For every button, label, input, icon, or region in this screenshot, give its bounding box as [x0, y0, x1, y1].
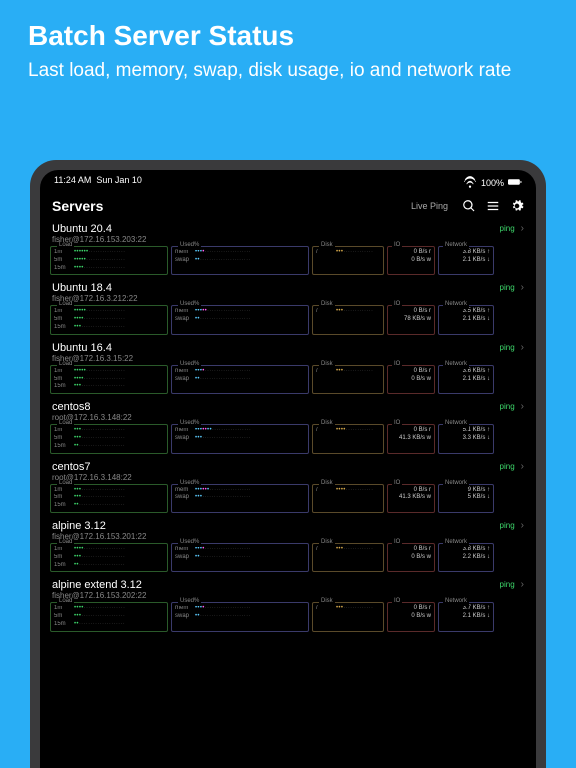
network-box: Network 5.1 KB/s ↑ 3.3 KB/s ↓	[438, 424, 494, 453]
hero-subtitle: Last load, memory, swap, disk usage, io …	[28, 58, 548, 84]
screen: 11:24 AM Sun Jan 10 100% Servers Live Pi…	[40, 170, 536, 768]
io-box: IO 0 B/s r 0 B/s w	[387, 602, 435, 631]
network-box: Network 3.8 KB/s ↑ 2.1 KB/s ↓	[438, 246, 494, 275]
search-icon[interactable]	[462, 199, 476, 213]
status-bar: 11:24 AM Sun Jan 10 100%	[40, 170, 536, 194]
io-box: IO 0 B/s r 41.3 KB/s w	[387, 424, 435, 453]
io-box: IO 0 B/s r 41.3 KB/s w	[387, 484, 435, 513]
load-box: Load 1m•••••················· 5m••••····…	[50, 365, 168, 394]
server-name: Ubuntu 16.4	[52, 342, 133, 354]
server-row[interactable]: centos8 root@172.16.3.148:22 ping › Load…	[50, 398, 526, 453]
hero-banner: Batch Server Status Last load, memory, s…	[0, 0, 576, 96]
disk-box: Disk /••••············	[312, 424, 384, 453]
server-row[interactable]: Ubuntu 18.4 fisher@172.16.3.212:22 ping …	[50, 279, 526, 334]
server-row[interactable]: alpine extend 3.12 fisher@172.16.153.202…	[50, 576, 526, 631]
server-name: Ubuntu 18.4	[52, 282, 138, 294]
used-box: Used% mem••••••·················· swap••…	[171, 484, 309, 513]
server-row[interactable]: alpine 3.12 fisher@172.16.153.201:22 pin…	[50, 517, 526, 572]
io-box: IO 0 B/s r 78 KB/s w	[387, 305, 435, 334]
io-box: IO 0 B/s r 0 B/s w	[387, 365, 435, 394]
used-box: Used% mem••••···················· swap••…	[171, 365, 309, 394]
disk-box: Disk /•••·············	[312, 305, 384, 334]
load-box: Load 1m•••··················· 5m•••·····…	[50, 484, 168, 513]
used-box: Used% mem••••···················· swap••…	[171, 602, 309, 631]
navbar: Servers Live Ping	[40, 194, 536, 220]
chevron-right-icon: ›	[521, 461, 524, 472]
status-right: 100%	[463, 175, 522, 191]
chevron-right-icon: ›	[521, 282, 524, 293]
battery-icon	[508, 175, 522, 191]
server-list: Ubuntu 20.4 fisher@172.16.153.203:22 pin…	[40, 220, 536, 632]
list-icon[interactable]	[486, 199, 500, 213]
network-box: Network 9 KB/s ↑ 5 KB/s ↓	[438, 484, 494, 513]
server-name: alpine 3.12	[52, 520, 146, 532]
disk-box: Disk /•••·············	[312, 543, 384, 572]
ping-label[interactable]: ping	[500, 283, 515, 292]
chevron-right-icon: ›	[521, 223, 524, 234]
server-name: centos8	[52, 401, 132, 413]
load-box: Load 1m•••••················· 5m••••····…	[50, 305, 168, 334]
tablet-frame: 11:24 AM Sun Jan 10 100% Servers Live Pi…	[30, 160, 546, 768]
ping-label[interactable]: ping	[500, 343, 515, 352]
page-title: Servers	[52, 198, 401, 214]
used-box: Used% mem•••••••················· swap••…	[171, 424, 309, 453]
network-box: Network 3.5 KB/s ↑ 2.1 KB/s ↓	[438, 305, 494, 334]
network-box: Network 3.6 KB/s ↑ 2.1 KB/s ↓	[438, 365, 494, 394]
load-box: Load 1m•••··················· 5m•••·····…	[50, 424, 168, 453]
gear-icon[interactable]	[510, 199, 524, 213]
status-time: 11:24 AM	[54, 175, 91, 185]
disk-box: Disk /•••·············	[312, 246, 384, 275]
hero-title: Batch Server Status	[28, 20, 548, 52]
ping-label[interactable]: ping	[500, 462, 515, 471]
chevron-right-icon: ›	[521, 401, 524, 412]
disk-box: Disk /•••·············	[312, 365, 384, 394]
network-box: Network 3.8 KB/s ↑ 2.2 KB/s ↓	[438, 543, 494, 572]
server-row[interactable]: Ubuntu 16.4 fisher@172.16.3.15:22 ping ›…	[50, 339, 526, 394]
io-box: IO 0 B/s r 0 B/s w	[387, 543, 435, 572]
chevron-right-icon: ›	[521, 520, 524, 531]
ping-label[interactable]: ping	[500, 402, 515, 411]
load-box: Load 1m••••·················· 5m•••·····…	[50, 543, 168, 572]
disk-box: Disk /•••·············	[312, 602, 384, 631]
load-box: Load 1m••••·················· 5m•••·····…	[50, 602, 168, 631]
load-box: Load 1m••••••················ 5m•••••···…	[50, 246, 168, 275]
status-left: 11:24 AM Sun Jan 10	[54, 175, 142, 191]
chevron-right-icon: ›	[521, 342, 524, 353]
server-row[interactable]: centos7 root@172.16.3.148:22 ping › Load…	[50, 458, 526, 513]
used-box: Used% mem•••••··················· swap••…	[171, 305, 309, 334]
network-box: Network 3.7 KB/s ↑ 2.1 KB/s ↓	[438, 602, 494, 631]
ping-label[interactable]: ping	[500, 580, 515, 589]
disk-box: Disk /••••············	[312, 484, 384, 513]
server-name: Ubuntu 20.4	[52, 223, 146, 235]
server-name: centos7	[52, 461, 132, 473]
battery-pct: 100%	[481, 178, 504, 188]
ping-label[interactable]: ping	[500, 521, 515, 530]
chevron-right-icon: ›	[521, 579, 524, 590]
used-box: Used% mem••••···················· swap••…	[171, 246, 309, 275]
ping-label[interactable]: ping	[500, 224, 515, 233]
status-date: Sun Jan 10	[96, 175, 142, 185]
wifi-icon	[463, 175, 477, 191]
live-ping-label[interactable]: Live Ping	[411, 201, 448, 211]
server-name: alpine extend 3.12	[52, 579, 146, 591]
used-box: Used% mem••••···················· swap••…	[171, 543, 309, 572]
server-row[interactable]: Ubuntu 20.4 fisher@172.16.153.203:22 pin…	[50, 220, 526, 275]
io-box: IO 0 B/s r 0 B/s w	[387, 246, 435, 275]
